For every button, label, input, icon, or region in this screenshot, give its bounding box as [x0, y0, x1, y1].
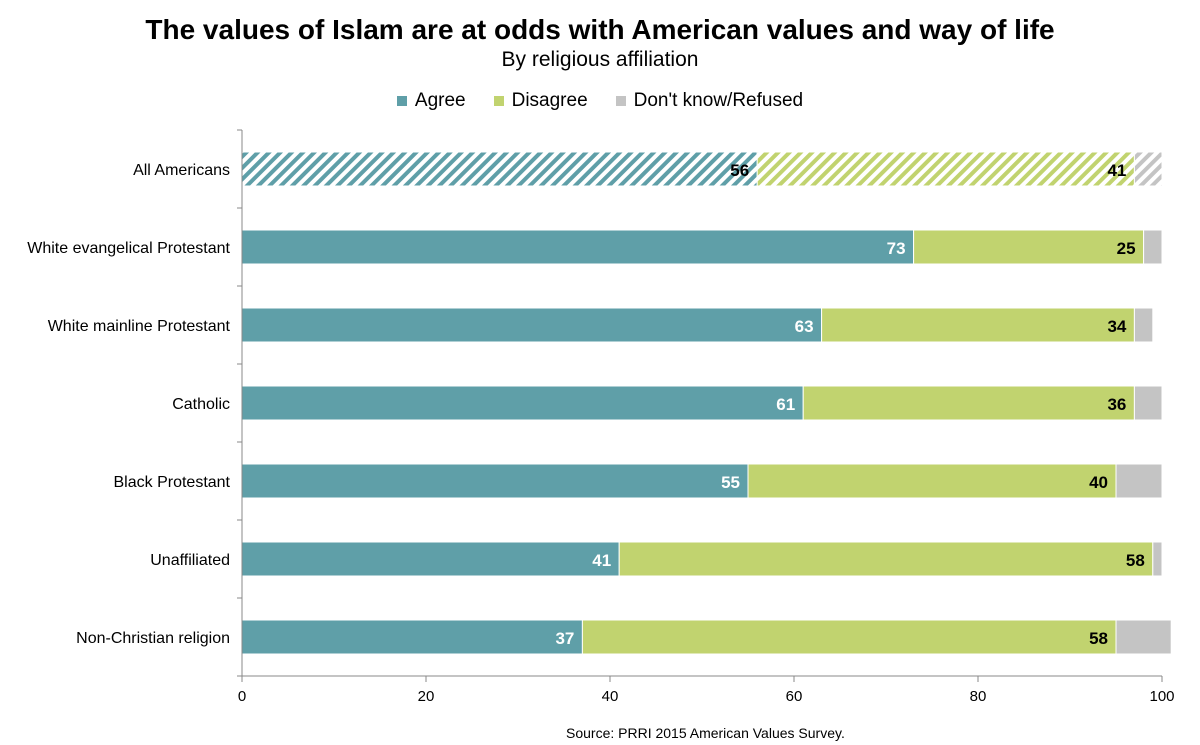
legend-item-disagree: Disagree: [493, 90, 588, 112]
value-label-agree-white-mainline-protestant: 63: [795, 317, 814, 336]
bar-disagree-catholic: [802, 385, 1135, 421]
value-label-disagree-all-americans: 41: [1107, 161, 1126, 180]
value-label-disagree-catholic: 36: [1107, 395, 1126, 414]
category-label-non-christian-religion: Non-Christian religion: [76, 630, 230, 647]
chart-title: The values of Islam are at odds with Ame…: [145, 14, 1055, 45]
x-tick-label-20: 20: [418, 688, 435, 705]
bar-agree-catholic: [241, 385, 804, 421]
bar-agree-all-americans: [241, 151, 758, 187]
bar-disagree-unaffiliated: [618, 541, 1154, 577]
x-tick-label-0: 0: [238, 688, 246, 705]
value-label-disagree-black-protestant: 40: [1089, 473, 1108, 492]
bar-agree-white-evangelical-protestant: [241, 229, 915, 265]
category-label-all-americans: All Americans: [133, 162, 230, 179]
bar-disagree-white-evangelical-protestant: [913, 229, 1145, 265]
chart-subtitle: By religious affiliation: [501, 48, 699, 71]
legend-label-agree: Agree: [414, 90, 466, 111]
value-label-disagree-unaffiliated: 58: [1126, 551, 1145, 570]
bar-disagree-non-christian-religion: [581, 619, 1117, 655]
bar-don-t-know-refused-white-evangelical-protestant: [1143, 229, 1163, 265]
category-label-white-evangelical-protestant: White evangelical Protestant: [27, 240, 230, 257]
value-label-agree-catholic: 61: [776, 395, 795, 414]
value-label-disagree-white-mainline-protestant: 34: [1107, 317, 1126, 336]
bar-agree-black-protestant: [241, 463, 749, 499]
x-tick-label-80: 80: [970, 688, 987, 705]
value-label-disagree-white-evangelical-protestant: 25: [1117, 239, 1136, 258]
bar-don-t-know-refused-catholic: [1133, 385, 1163, 421]
legend-swatch-agree: [396, 96, 407, 106]
bar-don-t-know-refused-unaffiliated: [1152, 541, 1163, 577]
legend-swatch-dont-know: [615, 96, 626, 106]
value-label-agree-unaffiliated: 41: [592, 551, 611, 570]
category-label-catholic: Catholic: [172, 396, 230, 413]
x-tick-label-40: 40: [602, 688, 619, 705]
legend: Agree Disagree Don't know/Refused: [0, 90, 1200, 112]
source-note: Source: PRRI 2015 American Values Survey…: [566, 725, 845, 741]
x-tick-label-60: 60: [786, 688, 803, 705]
bar-disagree-white-mainline-protestant: [821, 307, 1135, 343]
value-label-agree-black-protestant: 55: [721, 473, 740, 492]
legend-item-dont-know: Don't know/Refused: [615, 90, 804, 112]
legend-label-disagree: Disagree: [511, 90, 588, 111]
category-label-black-protestant: Black Protestant: [114, 474, 231, 491]
bar-don-t-know-refused-black-protestant: [1115, 463, 1163, 499]
bar-don-t-know-refused-all-americans: [1133, 151, 1163, 187]
bar-agree-unaffiliated: [241, 541, 620, 577]
bar-agree-white-mainline-protestant: [241, 307, 823, 343]
legend-item-agree: Agree: [396, 90, 466, 112]
category-label-white-mainline-protestant: White mainline Protestant: [48, 318, 231, 335]
bar-disagree-all-americans: [756, 151, 1135, 187]
value-label-disagree-non-christian-religion: 58: [1089, 629, 1108, 648]
bar-disagree-black-protestant: [747, 463, 1117, 499]
value-label-agree-white-evangelical-protestant: 73: [887, 239, 906, 258]
category-label-unaffiliated: Unaffiliated: [150, 552, 230, 569]
x-tick-label-100: 100: [1149, 688, 1174, 705]
bar-don-t-know-refused-white-mainline-protestant: [1133, 307, 1154, 343]
legend-label-dont-know: Don't know/Refused: [633, 90, 804, 111]
value-label-agree-non-christian-religion: 37: [555, 629, 574, 648]
legend-swatch-disagree: [493, 96, 504, 106]
value-label-agree-all-americans: 56: [730, 161, 749, 180]
bar-don-t-know-refused-non-christian-religion: [1115, 619, 1172, 655]
bar-agree-non-christian-religion: [241, 619, 583, 655]
